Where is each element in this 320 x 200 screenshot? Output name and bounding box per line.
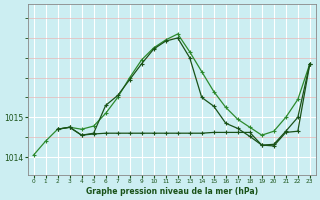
X-axis label: Graphe pression niveau de la mer (hPa): Graphe pression niveau de la mer (hPa) [86, 187, 258, 196]
